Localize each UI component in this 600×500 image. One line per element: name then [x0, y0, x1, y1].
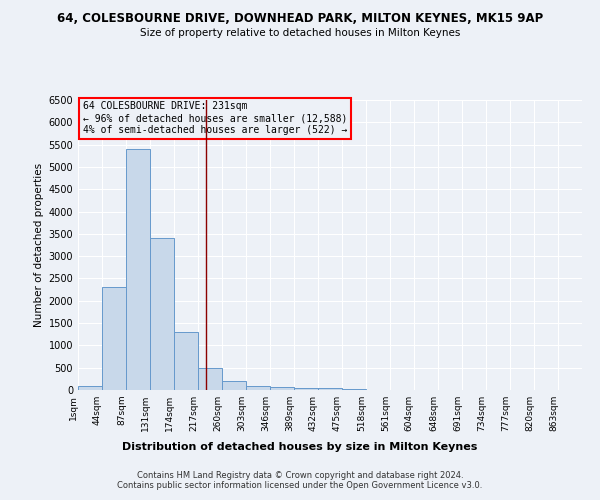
Text: Contains public sector information licensed under the Open Government Licence v3: Contains public sector information licen…	[118, 480, 482, 490]
Bar	[151, 238, 175, 390]
Bar	[102, 288, 126, 390]
Text: Contains HM Land Registry data © Crown copyright and database right 2024.: Contains HM Land Registry data © Crown c…	[137, 470, 463, 480]
Bar	[342, 388, 366, 390]
Bar	[318, 388, 342, 390]
Y-axis label: Number of detached properties: Number of detached properties	[34, 163, 44, 327]
Bar	[175, 332, 198, 390]
Text: Size of property relative to detached houses in Milton Keynes: Size of property relative to detached ho…	[140, 28, 460, 38]
Bar	[126, 149, 151, 390]
Text: 64, COLESBOURNE DRIVE, DOWNHEAD PARK, MILTON KEYNES, MK15 9AP: 64, COLESBOURNE DRIVE, DOWNHEAD PARK, MI…	[57, 12, 543, 26]
Bar	[78, 386, 102, 390]
Bar	[222, 381, 246, 390]
Text: 64 COLESBOURNE DRIVE: 231sqm
← 96% of detached houses are smaller (12,588)
4% of: 64 COLESBOURNE DRIVE: 231sqm ← 96% of de…	[83, 102, 347, 134]
Bar	[270, 388, 294, 390]
Bar	[246, 386, 270, 390]
Text: Distribution of detached houses by size in Milton Keynes: Distribution of detached houses by size …	[122, 442, 478, 452]
Bar	[198, 368, 222, 390]
Bar	[294, 388, 318, 390]
